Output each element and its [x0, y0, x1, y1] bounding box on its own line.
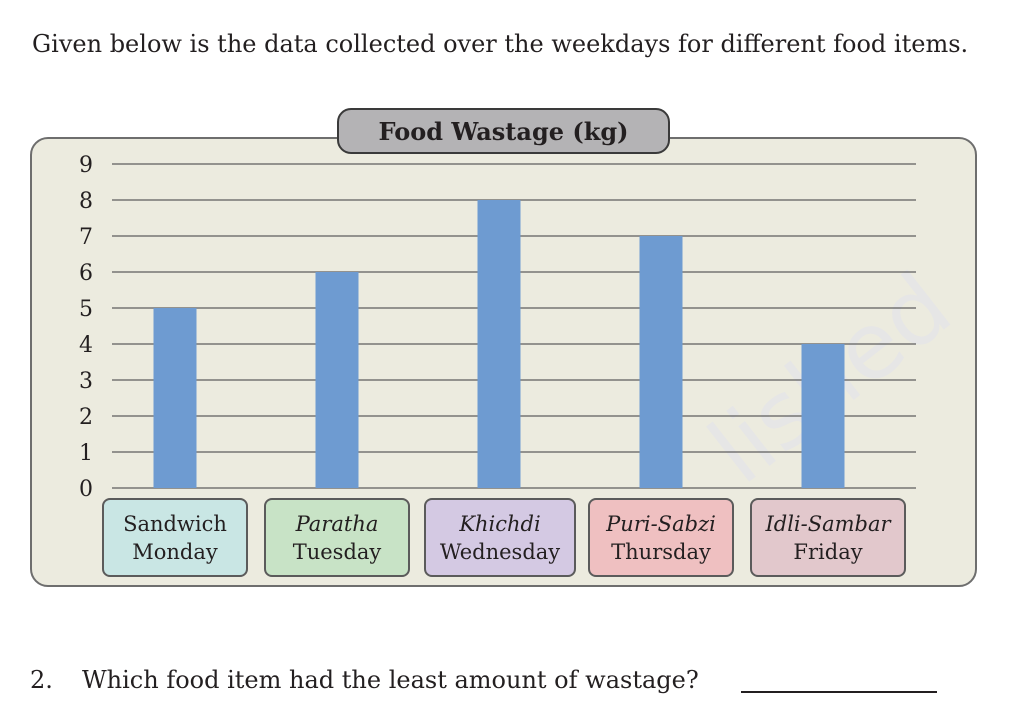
y-tick-label: 4 — [79, 333, 93, 358]
category-box-wednesday: Khichdi Wednesday — [424, 498, 576, 577]
food-label: Khichdi — [459, 511, 541, 536]
question-text: Which food item had the least amount of … — [82, 666, 699, 694]
y-tick-label: 2 — [79, 405, 93, 430]
y-tick-label: 0 — [79, 477, 93, 502]
intro-text: Given below is the data collected over t… — [32, 30, 969, 58]
day-label: Wednesday — [439, 539, 561, 564]
day-label: Friday — [793, 539, 863, 564]
bar-tuesday — [315, 272, 359, 488]
food-label: Paratha — [295, 511, 379, 536]
food-label: Puri-Sabzi — [606, 511, 716, 536]
category-box-friday: Idli-Sambar Friday — [750, 498, 906, 577]
y-tick-label: 3 — [79, 369, 93, 394]
y-tick-label: 1 — [79, 441, 93, 466]
chart-title: Food Wastage (kg) — [337, 108, 670, 154]
y-tick-label: 7 — [79, 225, 93, 250]
bar-monday — [153, 308, 197, 488]
y-tick-label: 8 — [79, 189, 93, 214]
y-tick-label: 9 — [79, 153, 93, 178]
bar-friday — [801, 344, 845, 488]
category-box-thursday: Puri-Sabzi Thursday — [588, 498, 734, 577]
category-box-monday: Sandwich Monday — [102, 498, 248, 577]
y-tick-label: 6 — [79, 261, 93, 286]
question: 2. Which food item had the least amount o… — [30, 666, 699, 694]
y-tick-label: 5 — [79, 297, 93, 322]
day-label: Thursday — [611, 539, 711, 564]
day-label: Monday — [132, 539, 218, 564]
food-label: Idli-Sambar — [765, 511, 891, 536]
food-label: Sandwich — [123, 511, 227, 536]
question-number: 2. — [30, 666, 53, 694]
answer-blank — [741, 691, 937, 693]
day-label: Tuesday — [292, 539, 382, 564]
category-box-tuesday: Paratha Tuesday — [264, 498, 410, 577]
bar-thursday — [639, 236, 683, 488]
bar-wednesday — [477, 200, 521, 488]
